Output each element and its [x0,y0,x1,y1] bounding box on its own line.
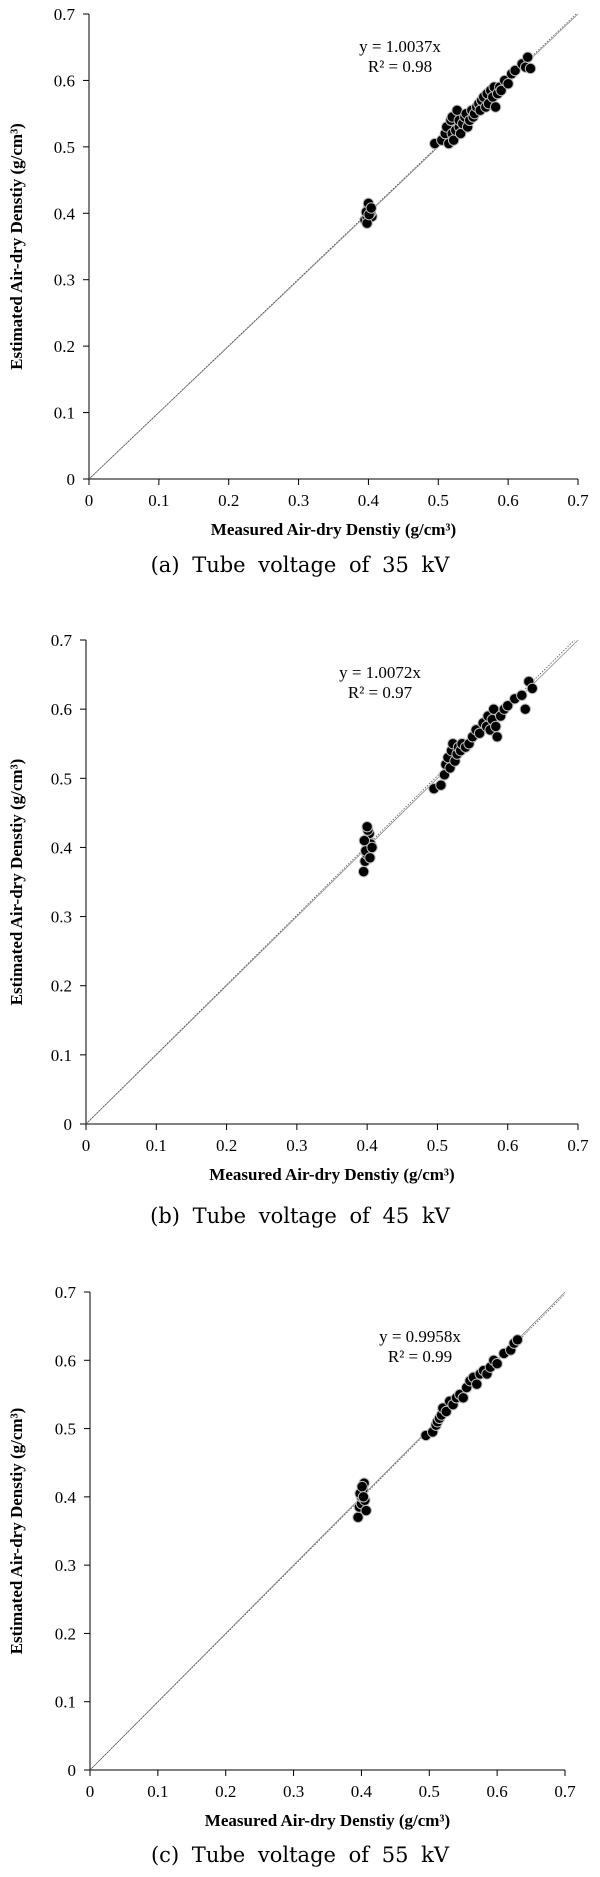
data-point [364,852,376,864]
scatter-chart-c: 00 0.1 0.1 0.2 0.2 0.3 0.3 0.4 0.4 0.5 0.5 0.6 0.6 0.… [7,1283,576,1830]
y-tick-label: 0.1 [54,404,75,423]
regression-equation: y = 1.0037x [359,37,441,56]
x-tick-label: 0.2 [216,1136,237,1155]
data-point [519,703,531,715]
data-point [522,51,534,63]
x-tick-label: 0.2 [215,1782,236,1801]
x-tick-label: 0.6 [487,1782,508,1801]
data-point [435,779,447,791]
r-squared-label: R² = 0.98 [368,57,432,76]
y-tick-label: 0.1 [55,1693,76,1712]
chart-panel-a: 0 0 0.1 0.1 0.2 0.2 0.3 0.3 0.4 0.4 0.5 0.5 0.6 0.6 0.… [0,0,600,580]
data-point [516,689,528,702]
x-tick-label: 0.2 [218,491,239,510]
y-tick-label: 0.3 [54,271,75,290]
data-point [526,682,539,695]
data-point [502,699,514,712]
y-tick-label: 0.2 [54,337,75,356]
y-tick-label: 0.7 [51,631,73,650]
data-point [490,720,502,733]
caption-b: (b) Tube voltage of 45 kV [150,1204,450,1228]
x-tick-label: 0.7 [567,491,589,510]
x-tick-label: 0.3 [283,1782,304,1801]
r-squared-label: R² = 0.97 [348,683,413,702]
y-tick-label: 0.6 [54,71,75,90]
x-tick-label: 0.1 [148,491,169,510]
y-tick-label: 0.2 [51,977,72,996]
data-point [524,62,537,75]
x-tick-label: 0.4 [358,491,380,510]
data-point [491,731,503,743]
data-point [502,78,514,90]
y-tick-label: 0.2 [55,1624,76,1643]
y-axis-title: Estimated Air-dry Denstiy (g/cm³) [7,1408,26,1655]
x-tick-label: 0.4 [357,1136,379,1155]
x-tick-label: 0.7 [567,1136,589,1155]
y-tick-label: 0.5 [51,769,72,788]
x-tick-label: 0 [82,1136,91,1155]
caption-c: (c) Tube voltage of 55 kV [150,1843,449,1867]
x-axis-title: Measured Air-dry Denstiy (g/cm³) [209,1165,454,1184]
data-point [491,1358,503,1370]
x-tick-label: 0.4 [351,1782,373,1801]
data-point [511,1334,524,1346]
chart-panel-b: 0 0 0.1 0.1 0.2 0.2 0.3 0.3 0.4 0.4 0.5 0.5 0.6 0.6 0.… [0,630,600,1228]
data-point [358,834,371,847]
y-tick-label: 0.3 [55,1556,76,1575]
regression-equation: y = 1.0072x [339,663,421,682]
y-tick-label: 0.6 [51,700,72,719]
scatter-chart-a: 00 0.1 0.1 0.2 0.2 0.3 0.3 0.4 0.4 0.5 0.5 0.6 0.6 0.… [7,5,589,539]
x-tick-label: 0.6 [498,491,519,510]
y-tick-label: 0.4 [51,838,73,857]
data-point [366,841,378,854]
x-axis-title: Measured Air-dry Denstiy (g/cm³) [211,520,456,539]
y-tick-label: 0 [64,1115,73,1134]
x-axis-title: Measured Air-dry Denstiy (g/cm³) [205,1811,450,1830]
x-tick-label: 0 [85,491,94,510]
x-tick-label: 0.5 [419,1782,440,1801]
x-tick-label: 0.1 [147,1782,168,1801]
y-tick-label: 0.5 [55,1420,76,1439]
data-point [357,1491,370,1503]
y-axis-title: Estimated Air-dry Denstiy (g/cm³) [7,759,26,1006]
y-tick-label: 0.6 [55,1351,76,1370]
x-tick-label: 0.5 [428,491,449,510]
y-tick-label: 0.3 [51,908,72,927]
data-point [509,64,521,77]
x-tick-label: 0.6 [497,1136,518,1155]
y-tick-label: 0.7 [54,5,76,24]
data-point [495,84,507,97]
r-squared-label: R² = 0.99 [388,1347,452,1366]
x-tick-label: 0.7 [554,1782,576,1801]
data-point [356,1480,368,1493]
data-point [457,1392,469,1404]
y-tick-label: 0 [67,470,76,489]
regression-equation: y = 0.9958x [379,1327,461,1346]
caption-a: (a) Tube voltage of 35 kV [150,553,450,577]
x-tick-label: 0.3 [286,1136,307,1155]
x-tick-label: 0.1 [146,1136,167,1155]
x-tick-label: 0 [86,1782,95,1801]
y-axis-title: Estimated Air-dry Denstiy (g/cm³) [7,123,26,370]
data-point [440,1405,452,1418]
scatter-chart-b: 00 0.1 0.1 0.2 0.2 0.3 0.3 0.4 0.4 0.5 0.5 0.6 0.6 0.… [7,631,589,1184]
y-tick-label: 0.1 [51,1046,72,1065]
x-tick-label: 0.3 [288,491,309,510]
data-point [365,202,377,214]
trend-line [89,1293,566,1771]
data-point [471,1378,483,1390]
data-point [489,101,502,113]
y-tick-label: 0 [68,1761,77,1780]
data-point [361,820,373,833]
y-tick-label: 0.4 [55,1488,77,1507]
data-point [357,865,370,878]
data-point [473,727,486,740]
chart-panel-c: 0 0 0.1 0.1 0.2 0.2 0.3 0.3 0.4 0.4 0.5 0.5 0.6 0.6 0.… [0,1283,600,1867]
data-point [360,1504,372,1517]
y-tick-label: 0.4 [54,204,76,223]
x-tick-label: 0.5 [427,1136,448,1155]
y-tick-label: 0.7 [55,1283,77,1302]
y-tick-label: 0.5 [54,138,75,157]
